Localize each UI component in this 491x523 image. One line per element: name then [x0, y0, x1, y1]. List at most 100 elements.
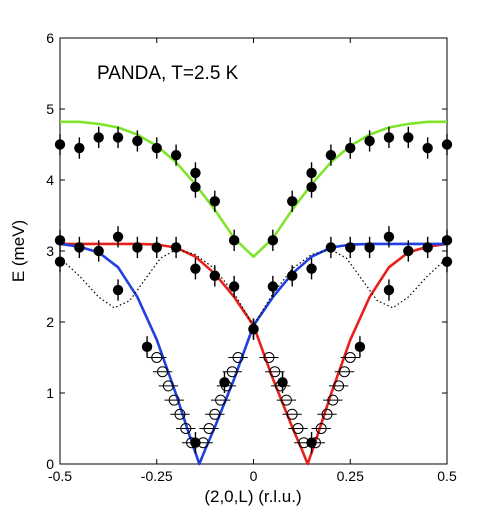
data-point — [54, 235, 66, 246]
data-point — [267, 281, 279, 292]
data-point — [141, 341, 153, 353]
data-point — [151, 352, 163, 363]
data-point — [422, 242, 433, 253]
series-line — [59, 249, 448, 327]
data-point — [422, 142, 433, 154]
y-tick-label: 4 — [46, 172, 54, 188]
x-tick-label: 0 — [250, 468, 258, 484]
data-point — [287, 196, 298, 207]
data-point — [170, 149, 182, 161]
data-point — [190, 167, 201, 179]
data-point — [287, 270, 298, 282]
data-point — [263, 352, 275, 363]
data-point — [93, 245, 104, 257]
data-point — [275, 380, 287, 392]
data-point — [180, 423, 192, 434]
data-point — [93, 132, 104, 143]
data-point — [364, 135, 375, 147]
x-tick-label: 0.5 — [437, 468, 457, 484]
series-line — [60, 242, 448, 466]
data-point — [190, 263, 201, 274]
data-point — [248, 323, 259, 335]
data-point — [315, 423, 327, 434]
data-point — [203, 423, 215, 434]
series-line — [59, 242, 447, 466]
data-point — [74, 142, 85, 154]
data-point — [132, 135, 143, 147]
data-point — [112, 284, 124, 296]
data-point — [74, 242, 85, 253]
data-point — [209, 270, 220, 282]
data-point — [325, 149, 337, 161]
data-point — [112, 132, 124, 143]
x-tick-label: -0.5 — [48, 468, 72, 484]
data-point — [354, 341, 366, 353]
data-point — [306, 181, 317, 193]
data-point — [209, 408, 221, 420]
ticks-layer: -0.5 -0.25 0 0.25 0.5 0 1 2 3 4 5 6 — [46, 30, 457, 484]
data-point — [132, 242, 143, 253]
data-point — [267, 235, 279, 246]
x-tick-label: -0.25 — [141, 468, 173, 484]
series-2 — [60, 120, 447, 259]
series-5 — [59, 249, 448, 327]
data-point — [344, 352, 356, 363]
data-point — [162, 380, 174, 392]
data-point — [209, 196, 220, 207]
plot-frame — [59, 37, 448, 465]
data-point — [54, 139, 66, 150]
data-point — [333, 380, 345, 392]
series-3 — [60, 242, 448, 466]
data-point — [280, 394, 292, 406]
annotation-text: PANDA, T=2.5 K — [97, 63, 239, 84]
plot-area: -0.5 -0.25 0 0.25 0.5 0 1 2 3 4 5 6 — [46, 30, 457, 484]
data-point — [215, 394, 227, 406]
series-4 — [59, 242, 447, 466]
data-point — [327, 394, 339, 406]
data-point — [151, 142, 162, 154]
data-point — [364, 242, 375, 253]
data-point — [220, 380, 232, 392]
data-point — [286, 408, 298, 420]
data-point — [168, 394, 180, 406]
data-point — [151, 242, 162, 253]
y-tick-label: 0 — [46, 456, 54, 472]
data-point — [197, 437, 209, 449]
y-tick-label: 2 — [46, 314, 54, 330]
data-point — [345, 142, 356, 154]
data-point — [190, 181, 201, 193]
x-axis-label: (2,0,L) (r.l.u.) — [204, 487, 301, 506]
data-point — [345, 242, 356, 253]
data-point — [306, 263, 317, 274]
data-point — [306, 167, 317, 179]
data-point — [383, 284, 395, 296]
data-point — [403, 132, 414, 143]
data-point — [170, 242, 182, 253]
y-tick-label: 1 — [46, 385, 54, 401]
x-tick-label: 0.25 — [337, 468, 364, 484]
data-point — [174, 408, 186, 420]
data-point — [325, 242, 337, 253]
data-point — [383, 132, 395, 143]
data-point — [54, 256, 66, 267]
data-point — [292, 423, 304, 434]
data-point — [228, 281, 240, 292]
series-1 — [147, 352, 360, 449]
data-point — [228, 235, 240, 246]
data-point — [232, 352, 244, 363]
data-point — [157, 366, 169, 378]
data-point — [383, 231, 395, 242]
data-point — [441, 235, 453, 246]
y-tick-label: 3 — [46, 243, 54, 259]
y-tick-label: 6 — [46, 30, 54, 46]
data-point — [441, 256, 453, 267]
data-point — [226, 366, 238, 378]
y-tick-label: 5 — [46, 101, 54, 117]
series-0 — [54, 126, 453, 454]
data-point — [269, 366, 281, 378]
y-axis-label: E (meV) — [9, 220, 28, 282]
data-point — [112, 231, 124, 242]
data-point — [309, 437, 321, 449]
series-layer — [54, 120, 453, 466]
